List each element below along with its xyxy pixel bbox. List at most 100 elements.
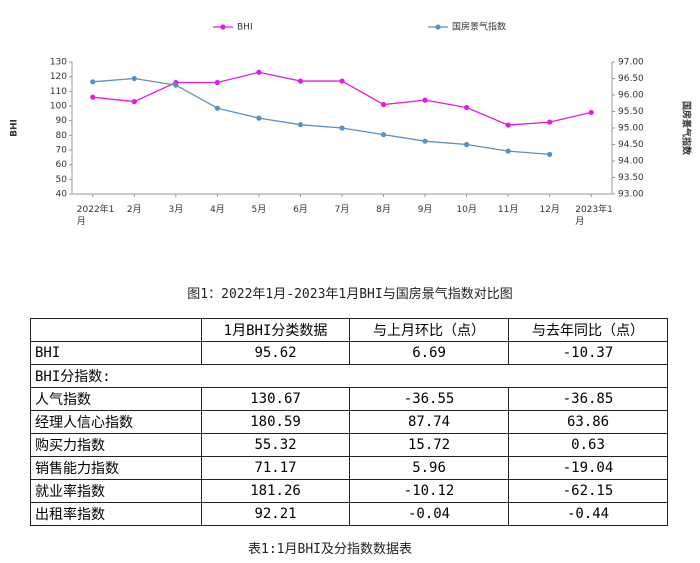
table-row: 购买力指数 55.32 15.72 0.63	[30, 433, 668, 457]
x-tick-label: 7月	[334, 205, 350, 215]
table-cell: 92.21	[200, 502, 351, 526]
y2-tick-label: 96.50	[618, 74, 644, 84]
table-cell: 55.32	[200, 433, 351, 457]
table-cell: -36.85	[508, 387, 668, 411]
point	[339, 78, 345, 84]
point	[380, 101, 387, 108]
point	[422, 97, 428, 103]
x-tick-label: 8月	[376, 205, 391, 215]
legend-label: BHI	[237, 23, 253, 33]
table-cell: -36.55	[349, 387, 510, 411]
point	[547, 119, 553, 125]
y-tick-label: 110	[50, 87, 67, 97]
table-cell: 就业率指数	[30, 479, 202, 503]
series-line	[92, 77, 550, 156]
table-cell: 人气指数	[30, 387, 202, 411]
y2-tick-label: 93.00	[618, 190, 644, 200]
point	[505, 122, 511, 128]
x-tick-label: 10月	[456, 205, 477, 215]
y-tick-label: 70	[56, 146, 68, 156]
y-tick-label: 100	[50, 102, 67, 112]
point	[380, 132, 387, 138]
data-table: 1月BHI分类数据 与上月环比（点） 与去年同比（点） BHI 95.62 6.69 -10…	[30, 318, 668, 526]
point	[256, 115, 262, 121]
legend-marker	[220, 24, 226, 30]
table-cell: -62.15	[508, 479, 668, 503]
table-cell: 71.17	[200, 456, 351, 480]
legend-label: 国房景气指数	[452, 21, 506, 33]
y-tick-label: 130	[50, 58, 67, 68]
x-tick-label: 12月	[539, 205, 560, 215]
y2-tick-label: 96.00	[618, 91, 644, 101]
x-tick-label: 6月	[293, 205, 308, 215]
legend-marker	[435, 24, 441, 30]
table-cell: 180.59	[200, 410, 351, 434]
point	[173, 82, 179, 88]
y-axis-label: BHI	[10, 119, 20, 137]
x-tick-label: 9月	[417, 205, 433, 215]
point	[131, 75, 137, 82]
point	[297, 122, 304, 128]
table-cell: -10.37	[508, 341, 668, 365]
y2-tick-label: 93.50	[618, 173, 644, 183]
point	[505, 148, 511, 154]
point	[339, 125, 345, 131]
header-cell: 1月BHI分类数据	[200, 318, 351, 342]
table-row: 销售能力指数 71.17 5.96 -19.04	[30, 456, 668, 480]
table-cell: 0.63	[508, 433, 668, 457]
point	[90, 94, 96, 100]
point	[422, 138, 428, 144]
table-cell: -10.12	[349, 479, 510, 503]
table-cell: -0.44	[508, 502, 668, 526]
point	[588, 109, 594, 116]
point	[131, 99, 137, 105]
table-cell: 95.62	[200, 341, 351, 365]
y2-axis-label: 国房景气指数	[681, 101, 693, 156]
point	[214, 105, 220, 111]
y2-tick-label: 94.50	[618, 140, 644, 150]
chart-caption: 图1：2022年1月-2023年1月BHI与国房景气指数对比图	[187, 287, 513, 302]
table-cell: 销售能力指数	[30, 456, 202, 480]
x-tick-label: 5月	[251, 205, 267, 215]
table-row: 人气指数 130.67 -36.55 -36.85	[30, 387, 668, 411]
y2-tick-label: 95.50	[618, 107, 644, 117]
x-tick-label: 4月	[210, 205, 225, 215]
x-tick-label: 3月	[168, 205, 184, 215]
table-cell: -0.04	[349, 502, 510, 526]
x-tick-label: 11月	[497, 205, 519, 215]
point	[256, 69, 262, 75]
x-tick-label: 2022年1月	[76, 205, 115, 227]
y-tick-label: 40	[56, 190, 68, 200]
point	[464, 141, 470, 148]
header-row: 1月BHI分类数据 与上月环比（点） 与去年同比（点）	[30, 318, 668, 342]
x-tick-label: 2023年1月	[575, 205, 613, 227]
table-cell: 15.72	[349, 433, 510, 457]
x-tick-label: 2月	[126, 205, 142, 215]
header-cell	[30, 318, 202, 342]
y2-tick-label: 97.00	[618, 58, 644, 68]
point	[90, 79, 96, 85]
table-caption: 表1:1月BHI及分指数数据表	[248, 542, 412, 557]
y-tick-label: 80	[56, 131, 68, 141]
y-tick-label: 60	[56, 160, 68, 170]
y-tick-label: 120	[50, 72, 67, 82]
y2-tick-label: 94.00	[618, 157, 644, 167]
chart: BHI 国房景气指数 40 50 60 70 80 90 100 110 120 130 93.00…	[10, 21, 693, 200]
table-cell: 5.96	[349, 456, 510, 480]
table-cell: 130.67	[200, 387, 351, 411]
table-cell: 购买力指数	[30, 433, 202, 457]
table-cell: 87.74	[349, 410, 510, 434]
table-cell: 经理人信心指数	[30, 410, 202, 434]
table-cell: 出租率指数	[30, 502, 202, 526]
table-cell: -19.04	[508, 456, 668, 480]
table-row: BHI 95.62 6.69 -10.37	[30, 341, 668, 365]
table-cell: BHI分指数:	[30, 364, 668, 388]
point	[464, 104, 470, 111]
table-row: 出租率指数 92.21 -0.04 -0.44	[30, 502, 668, 526]
table-row: 经理人信心指数 180.59 87.74 63.86	[30, 410, 668, 434]
table-row: 就业率指数 181.26 -10.12 -62.15	[30, 479, 668, 503]
table-cell: 63.86	[508, 410, 668, 434]
table-cell: 6.69	[349, 341, 510, 365]
header-cell: 与去年同比（点）	[508, 318, 668, 342]
